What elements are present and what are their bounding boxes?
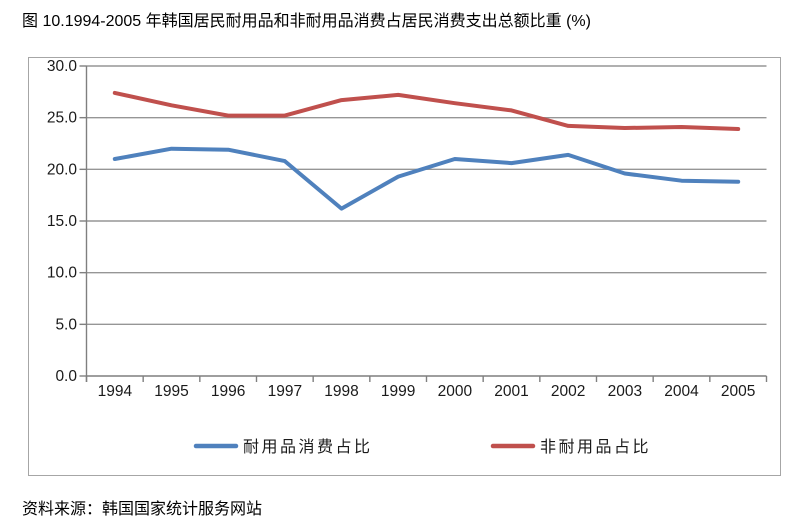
nondurables-legend-label: 非耐用品占比 bbox=[540, 438, 651, 456]
x-axis-label: 2004 bbox=[664, 383, 699, 400]
x-axis-label: 2000 bbox=[438, 383, 473, 400]
y-axis-label: 0.0 bbox=[55, 368, 77, 385]
x-axis-label: 1998 bbox=[324, 383, 358, 400]
x-axis-label: 2002 bbox=[551, 383, 585, 400]
line-chart: 0.0 5.0 10.0 15.0 20.0 25.0 30.0 1994 1995 1996 19… bbox=[47, 58, 768, 456]
y-axis-label: 10.0 bbox=[47, 265, 78, 282]
x-axis-label: 2005 bbox=[721, 383, 755, 400]
x-axis-label: 1997 bbox=[268, 383, 302, 400]
chart-frame: 0.0 5.0 10.0 15.0 20.0 25.0 30.0 1994 1995 1996 19… bbox=[28, 57, 781, 476]
x-axis-label: 1999 bbox=[381, 383, 415, 400]
y-axis-label: 5.0 bbox=[55, 316, 77, 333]
x-axis-label: 1994 bbox=[98, 383, 133, 400]
source-note: 资料来源：韩国国家统计服务网站 bbox=[22, 501, 263, 518]
durables-legend-label: 耐用品消费占比 bbox=[243, 438, 373, 456]
x-axis-label: 1995 bbox=[154, 383, 188, 400]
y-axis-label: 25.0 bbox=[47, 110, 78, 127]
y-axis-label: 30.0 bbox=[47, 58, 78, 75]
chart-title: 图 10.1994-2005 年韩国居民耐用品和非耐用品消费占居民消费支出总额比… bbox=[22, 13, 591, 30]
nondurables-series-line bbox=[112, 90, 741, 131]
x-axis-label: 2001 bbox=[494, 383, 528, 400]
x-axis-label: 2003 bbox=[608, 383, 642, 400]
durables-series-line bbox=[112, 146, 741, 211]
y-axis-label: 20.0 bbox=[47, 161, 78, 178]
y-axis-label: 15.0 bbox=[47, 213, 78, 230]
x-axis-label: 1996 bbox=[211, 383, 245, 400]
